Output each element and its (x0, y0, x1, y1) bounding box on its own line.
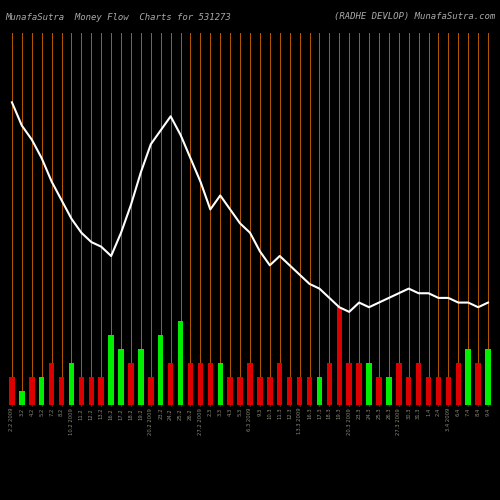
Bar (307, 377, 312, 405)
Bar (406, 377, 411, 405)
Bar (297, 377, 302, 405)
Bar (386, 377, 392, 405)
Bar (356, 363, 362, 405)
Bar (426, 377, 432, 405)
Bar (168, 363, 173, 405)
Bar (29, 377, 34, 405)
Text: MunafaSutra  Money Flow  Charts for 531273: MunafaSutra Money Flow Charts for 531273 (5, 12, 231, 22)
Bar (416, 363, 422, 405)
Bar (396, 363, 402, 405)
Bar (376, 377, 382, 405)
Bar (316, 377, 322, 405)
Bar (486, 349, 491, 405)
Bar (208, 363, 213, 405)
Bar (188, 363, 193, 405)
Bar (238, 377, 243, 405)
Bar (248, 363, 252, 405)
Bar (336, 307, 342, 405)
Bar (277, 363, 282, 405)
Bar (118, 349, 124, 405)
Bar (228, 377, 233, 405)
Bar (88, 377, 94, 405)
Bar (466, 349, 471, 405)
Bar (138, 349, 143, 405)
Bar (39, 377, 44, 405)
Bar (346, 363, 352, 405)
Bar (436, 377, 441, 405)
Bar (456, 363, 461, 405)
Bar (178, 321, 184, 405)
Bar (446, 377, 451, 405)
Bar (9, 377, 15, 405)
Bar (218, 363, 223, 405)
Bar (287, 377, 292, 405)
Bar (108, 335, 114, 405)
Bar (366, 363, 372, 405)
Bar (78, 377, 84, 405)
Bar (19, 391, 24, 405)
Bar (128, 363, 134, 405)
Bar (198, 363, 203, 405)
Bar (148, 377, 154, 405)
Text: (RADHE DEVLOP) MunafaSutra.com: (RADHE DEVLOP) MunafaSutra.com (334, 12, 495, 22)
Bar (267, 377, 272, 405)
Bar (257, 377, 262, 405)
Bar (59, 377, 64, 405)
Bar (98, 377, 104, 405)
Bar (158, 335, 164, 405)
Bar (476, 363, 481, 405)
Bar (68, 363, 74, 405)
Bar (326, 363, 332, 405)
Bar (49, 363, 54, 405)
